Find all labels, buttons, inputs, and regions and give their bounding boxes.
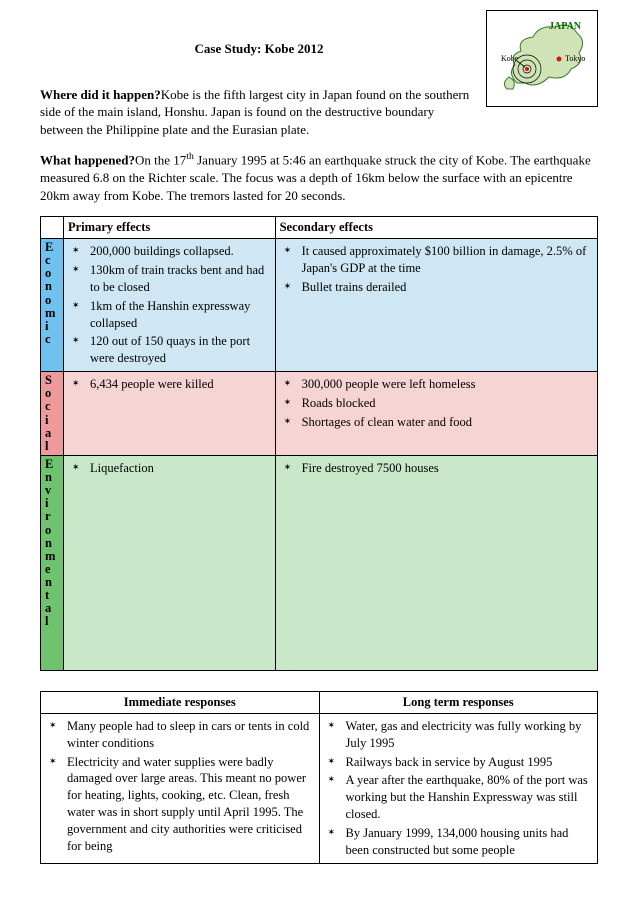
list-item: Roads blocked (298, 395, 589, 412)
list-item: Electricity and water supplies were badl… (63, 754, 311, 855)
social-secondary: 300,000 people were left homeless Roads b… (275, 372, 597, 456)
what-pre: On the 17 (135, 153, 186, 168)
what-sup: th (186, 151, 194, 162)
what-question: What happened? (40, 153, 135, 168)
list-item: Railways back in service by August 1995 (342, 754, 590, 771)
list-item: By January 1999, 134,000 housing units h… (342, 825, 590, 859)
list-item: Water, gas and electricity was fully wor… (342, 718, 590, 752)
list-item: Bullet trains derailed (298, 279, 589, 296)
economic-primary: 200,000 buildings collapsed. 130km of tra… (64, 239, 276, 372)
social-label: Social (41, 372, 64, 456)
japan-map: JAPAN Kobe Tokyo (486, 10, 598, 107)
list-item: Liquefaction (86, 460, 267, 477)
environmental-primary: Liquefaction (64, 455, 276, 670)
svg-text:Tokyo: Tokyo (565, 54, 585, 63)
secondary-header: Secondary effects (275, 217, 597, 239)
list-item: Many people had to sleep in cars or tent… (63, 718, 311, 752)
primary-header: Primary effects (64, 217, 276, 239)
economic-label: Economic (41, 239, 64, 372)
list-item: 120 out of 150 quays in the port were de… (86, 333, 267, 367)
list-item: A year after the earthquake, 80% of the … (342, 772, 590, 823)
list-item: 6,434 people were killed (86, 376, 267, 393)
list-item: 130km of train tracks bent and had to be… (86, 262, 267, 296)
blank-header (41, 217, 64, 239)
list-item: Shortages of clean water and food (298, 414, 589, 431)
effects-table: Primary effects Secondary effects Econom… (40, 216, 598, 671)
social-primary: 6,434 people were killed (64, 372, 276, 456)
immediate-cell: Many people had to sleep in cars or tent… (41, 713, 320, 863)
longterm-header: Long term responses (319, 691, 598, 713)
immediate-header: Immediate responses (41, 691, 320, 713)
economic-secondary: It caused approximately $100 billion in … (275, 239, 597, 372)
environmental-secondary: Fire destroyed 7500 houses (275, 455, 597, 670)
svg-text:JAPAN: JAPAN (549, 21, 582, 32)
where-question: Where did it happen? (40, 87, 161, 102)
what-paragraph: What happened?On the 17th January 1995 a… (40, 150, 598, 204)
list-item: 200,000 buildings collapsed. (86, 243, 267, 260)
list-item: 300,000 people were left homeless (298, 376, 589, 393)
svg-text:Kobe: Kobe (501, 54, 519, 63)
environmental-label: Environmental (41, 455, 64, 670)
longterm-cell: Water, gas and electricity was fully wor… (319, 713, 598, 863)
list-item: 1km of the Hanshin expressway collapsed (86, 298, 267, 332)
list-item: Fire destroyed 7500 houses (298, 460, 589, 477)
list-item: It caused approximately $100 billion in … (298, 243, 589, 277)
responses-table: Immediate responses Long term responses … (40, 691, 598, 864)
